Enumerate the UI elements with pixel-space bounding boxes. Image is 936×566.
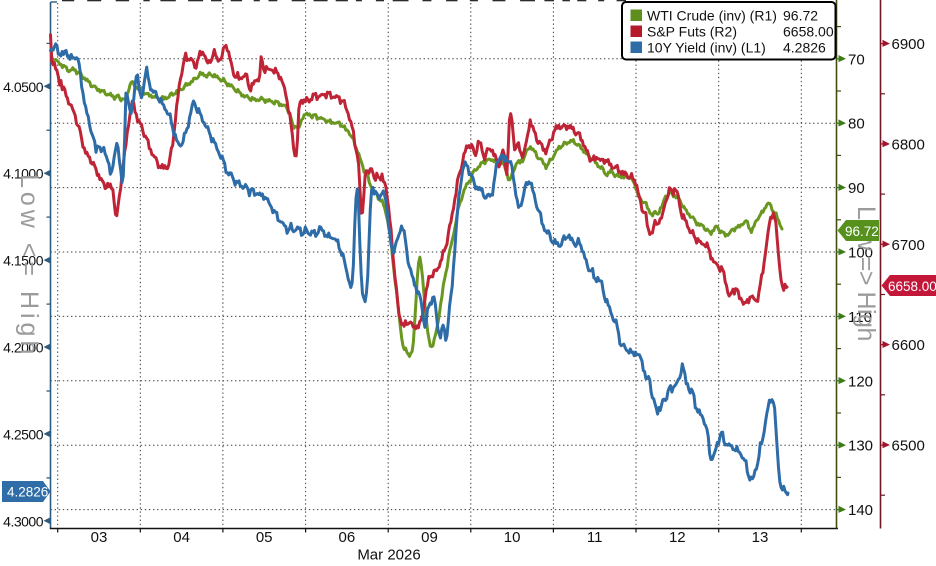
svg-text:6900: 6900 <box>892 36 925 53</box>
svg-text:06: 06 <box>339 529 356 546</box>
svg-text:03: 03 <box>91 529 108 546</box>
svg-text:90: 90 <box>848 180 865 197</box>
svg-text:10: 10 <box>504 529 521 546</box>
svg-text:05: 05 <box>256 529 273 546</box>
svg-text:4.2826: 4.2826 <box>7 485 48 500</box>
svg-text:6658.00: 6658.00 <box>783 24 834 40</box>
svg-text:12: 12 <box>669 529 686 546</box>
svg-text:4.3000: 4.3000 <box>3 513 44 529</box>
svg-text:Low <= High: Low <= High <box>15 174 43 358</box>
svg-text:96.72: 96.72 <box>845 224 879 239</box>
svg-text:120: 120 <box>848 373 873 390</box>
svg-text:04: 04 <box>173 529 190 546</box>
svg-text:WTI Crude (inv) (R1): WTI Crude (inv) (R1) <box>647 8 777 24</box>
svg-text:11: 11 <box>587 529 603 546</box>
svg-text:96.72: 96.72 <box>783 8 818 24</box>
svg-text:6600: 6600 <box>892 337 925 354</box>
svg-text:4.2500: 4.2500 <box>3 426 44 442</box>
svg-text:13: 13 <box>752 529 769 546</box>
svg-text:130: 130 <box>848 438 873 455</box>
svg-text:09: 09 <box>421 529 438 546</box>
svg-text:10Y Yield (inv) (L1): 10Y Yield (inv) (L1) <box>647 40 766 56</box>
svg-text:6800: 6800 <box>892 136 925 153</box>
svg-text:6500: 6500 <box>892 438 925 455</box>
svg-text:4.0500: 4.0500 <box>3 79 44 95</box>
svg-text:140: 140 <box>848 502 873 519</box>
svg-text:70: 70 <box>848 51 865 68</box>
svg-text:S&P Futs (R2): S&P Futs (R2) <box>647 24 737 40</box>
svg-text:80: 80 <box>848 116 865 133</box>
svg-text:4.2826: 4.2826 <box>783 40 826 56</box>
svg-text:6700: 6700 <box>892 237 925 254</box>
svg-text:6658.00: 6658.00 <box>888 279 936 294</box>
svg-text:Mar 2026: Mar 2026 <box>357 547 420 562</box>
